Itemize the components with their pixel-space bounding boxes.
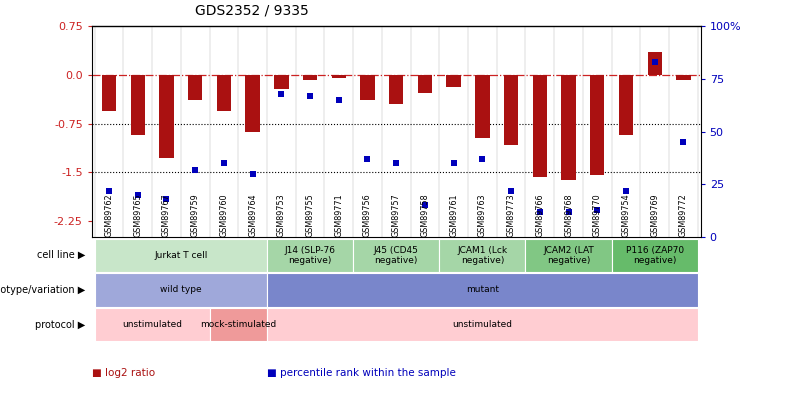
Bar xyxy=(246,75,260,132)
Text: genotype/variation ▶: genotype/variation ▶ xyxy=(0,285,85,295)
Point xyxy=(160,196,173,202)
Bar xyxy=(267,308,697,341)
Point xyxy=(333,97,346,103)
Bar xyxy=(131,75,145,134)
Bar xyxy=(504,75,518,145)
Point xyxy=(648,59,661,65)
Bar xyxy=(361,75,375,100)
Text: unstimulated: unstimulated xyxy=(122,320,182,329)
Bar xyxy=(475,75,489,139)
Point xyxy=(247,171,259,177)
Bar xyxy=(95,239,267,272)
Point xyxy=(447,160,460,166)
Point xyxy=(132,192,144,198)
Point xyxy=(677,139,689,145)
Text: cell line ▶: cell line ▶ xyxy=(37,250,85,260)
Bar xyxy=(160,75,174,158)
Bar xyxy=(267,239,354,272)
Bar xyxy=(303,75,318,80)
Bar xyxy=(590,75,604,175)
Text: J14 (SLP-76
negative): J14 (SLP-76 negative) xyxy=(285,245,335,265)
Point xyxy=(275,90,288,97)
Bar xyxy=(267,273,697,307)
Bar xyxy=(217,75,231,111)
Point xyxy=(533,209,546,215)
Bar xyxy=(532,75,547,177)
Text: J45 (CD45
negative): J45 (CD45 negative) xyxy=(373,245,419,265)
Bar xyxy=(332,75,346,78)
Point xyxy=(218,160,231,166)
Bar xyxy=(188,75,203,100)
Text: P116 (ZAP70
negative): P116 (ZAP70 negative) xyxy=(626,245,684,265)
Point xyxy=(476,156,488,162)
Bar xyxy=(275,75,289,89)
Bar xyxy=(417,75,432,93)
Bar xyxy=(354,239,439,272)
Bar xyxy=(676,75,690,80)
Point xyxy=(562,209,575,215)
Text: JCAM2 (LAT
negative): JCAM2 (LAT negative) xyxy=(543,245,594,265)
Bar xyxy=(102,75,117,111)
Bar xyxy=(647,51,662,75)
Point xyxy=(189,166,202,173)
Text: ■ percentile rank within the sample: ■ percentile rank within the sample xyxy=(267,368,456,378)
Text: Jurkat T cell: Jurkat T cell xyxy=(154,251,207,260)
Text: unstimulated: unstimulated xyxy=(452,320,512,329)
Bar xyxy=(561,75,575,180)
Bar xyxy=(618,75,633,134)
Point xyxy=(619,188,632,194)
Bar xyxy=(446,75,460,87)
Point xyxy=(418,202,431,209)
Text: protocol ▶: protocol ▶ xyxy=(35,320,85,330)
Text: ■ log2 ratio: ■ log2 ratio xyxy=(92,368,155,378)
Text: mock-stimulated: mock-stimulated xyxy=(200,320,276,329)
Bar xyxy=(95,273,267,307)
Text: JCAM1 (Lck
negative): JCAM1 (Lck negative) xyxy=(457,245,508,265)
Bar xyxy=(210,308,267,341)
Point xyxy=(103,188,116,194)
Bar xyxy=(525,239,611,272)
Text: mutant: mutant xyxy=(466,286,499,294)
Text: GDS2352 / 9335: GDS2352 / 9335 xyxy=(196,4,309,18)
Bar xyxy=(389,75,403,104)
Bar xyxy=(611,239,697,272)
Point xyxy=(361,156,374,162)
Bar xyxy=(95,308,210,341)
Point xyxy=(304,93,317,99)
Text: wild type: wild type xyxy=(160,286,202,294)
Point xyxy=(504,188,517,194)
Bar xyxy=(439,239,525,272)
Point xyxy=(591,206,603,213)
Point xyxy=(389,160,402,166)
